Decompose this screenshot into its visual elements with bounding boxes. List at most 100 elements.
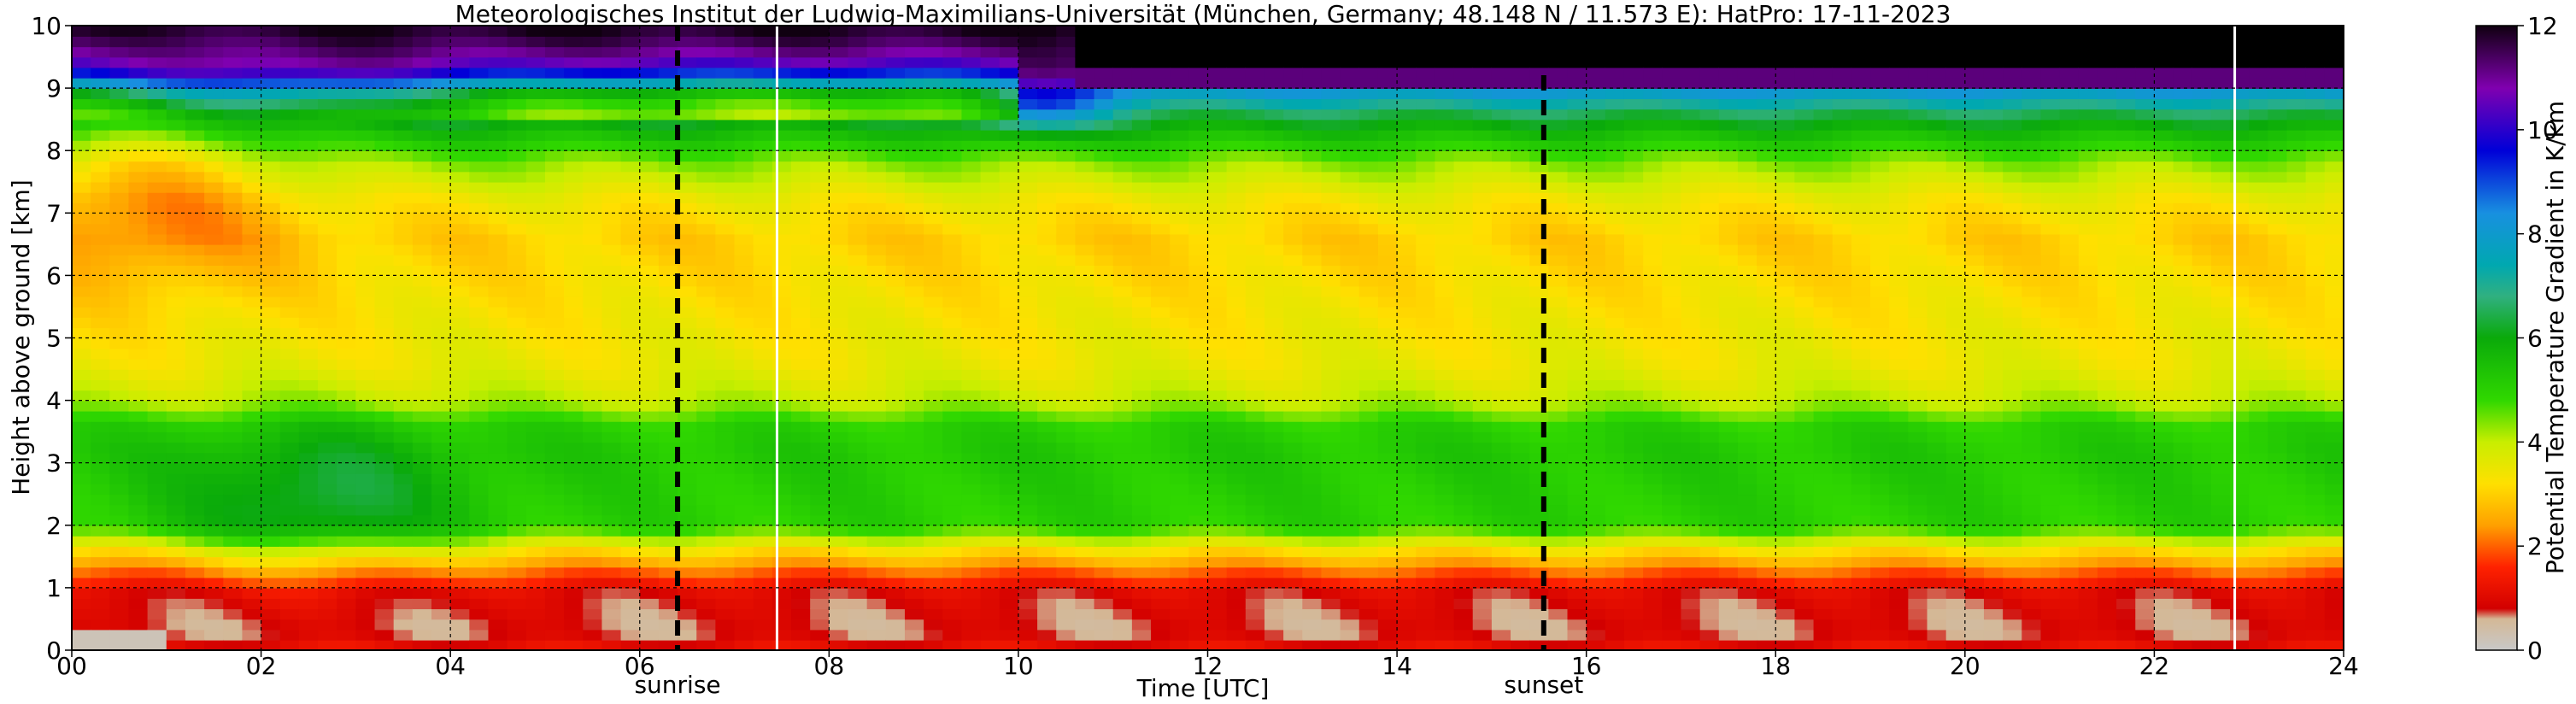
- heatmap-cell: [583, 306, 603, 318]
- heatmap-cell: [1188, 233, 1209, 245]
- heatmap-cell: [374, 462, 395, 474]
- heatmap-cell: [242, 535, 262, 547]
- heatmap-cell: [678, 129, 698, 141]
- heatmap-cell: [772, 472, 792, 484]
- heatmap-cell: [1472, 223, 1493, 235]
- heatmap-cell: [1245, 337, 1265, 349]
- heatmap-cell: [1283, 119, 1304, 131]
- heatmap-cell: [261, 337, 281, 349]
- heatmap-cell: [678, 546, 698, 558]
- heatmap-cell: [507, 171, 527, 183]
- heatmap-cell: [1453, 296, 1474, 308]
- heatmap-cell: [620, 598, 641, 610]
- heatmap-cell: [564, 161, 584, 173]
- heatmap-cell: [109, 161, 130, 173]
- heatmap-cell: [128, 191, 149, 203]
- heatmap-cell: [885, 88, 906, 100]
- heatmap-cell: [904, 243, 924, 255]
- heatmap-cell: [601, 36, 622, 48]
- heatmap-cell: [1397, 462, 1417, 474]
- heatmap-cell: [904, 608, 924, 620]
- heatmap-cell: [1075, 306, 1095, 318]
- heatmap-cell: [715, 46, 736, 58]
- heatmap-cell: [639, 109, 660, 120]
- heatmap-cell: [1567, 213, 1587, 225]
- heatmap-cell: [91, 26, 111, 37]
- heatmap-cell: [298, 161, 319, 173]
- heatmap-cell: [942, 223, 963, 235]
- heatmap-cell: [318, 77, 338, 89]
- heatmap-cell: [185, 119, 205, 131]
- heatmap-cell: [848, 504, 868, 516]
- heatmap-cell: [696, 598, 717, 610]
- heatmap-cell: [678, 566, 698, 578]
- heatmap-cell: [1321, 317, 1341, 329]
- heatmap-cell: [1037, 390, 1058, 402]
- heatmap-cell: [848, 98, 868, 110]
- heatmap-cell: [961, 255, 982, 267]
- heatmap-cell: [185, 317, 205, 329]
- heatmap-cell: [1586, 98, 1606, 110]
- heatmap-cell: [147, 484, 167, 496]
- heatmap-cell: [734, 379, 754, 391]
- heatmap-cell: [564, 243, 584, 255]
- heatmap-cell: [525, 484, 546, 496]
- heatmap-cell: [1548, 243, 1569, 255]
- heatmap-cell: [961, 129, 982, 141]
- heatmap-cell: [583, 150, 603, 162]
- heatmap-cell: [753, 379, 773, 391]
- heatmap-cell: [279, 504, 300, 516]
- heatmap-cell: [544, 420, 565, 432]
- heatmap-cell: [1056, 452, 1077, 464]
- heatmap-cell: [999, 504, 1019, 516]
- heatmap-cell: [1511, 202, 1530, 214]
- heatmap-cell: [72, 410, 91, 422]
- heatmap-cell: [298, 317, 319, 329]
- heatmap-cell: [980, 98, 1000, 110]
- heatmap-cell: [337, 598, 357, 610]
- heatmap-cell: [166, 587, 186, 599]
- heatmap-cell: [924, 161, 944, 173]
- heatmap-cell: [1472, 327, 1493, 339]
- heatmap-cell: [450, 587, 471, 599]
- heatmap-cell: [147, 431, 167, 443]
- heatmap-cell: [1340, 56, 1360, 68]
- heatmap-cell: [1283, 161, 1304, 173]
- heatmap-cell: [91, 46, 111, 58]
- heatmap-cell: [1264, 275, 1284, 287]
- heatmap-cell: [1094, 161, 1114, 173]
- heatmap-cell: [1548, 285, 1569, 297]
- heatmap-cell: [1075, 233, 1095, 245]
- heatmap-cell: [166, 223, 186, 235]
- heatmap-cell: [1340, 317, 1360, 329]
- heatmap-cell: [810, 462, 830, 474]
- heatmap-cell: [1056, 587, 1077, 599]
- heatmap-cell: [318, 67, 338, 79]
- heatmap-cell: [942, 67, 963, 79]
- heatmap-cell: [1511, 109, 1530, 120]
- heatmap-cell: [242, 327, 262, 339]
- heatmap-cell: [72, 119, 91, 131]
- heatmap-cell: [810, 452, 830, 464]
- heatmap-cell: [885, 400, 906, 412]
- heatmap-cell: [696, 275, 717, 287]
- heatmap-cell: [1511, 577, 1530, 589]
- heatmap-cell: [544, 358, 565, 370]
- heatmap-cell: [1491, 181, 1511, 193]
- heatmap-cell: [469, 26, 490, 37]
- heatmap-cell: [204, 150, 225, 162]
- heatmap-cell: [942, 535, 963, 547]
- heatmap-cell: [374, 577, 395, 589]
- heatmap-cell: [393, 317, 414, 329]
- heatmap-cell: [1226, 161, 1247, 173]
- heatmap-cell: [318, 337, 338, 349]
- heatmap-cell: [1416, 358, 1436, 370]
- heatmap-cell: [261, 140, 281, 151]
- heatmap-cell: [1302, 317, 1323, 329]
- heatmap-cell: [261, 452, 281, 464]
- heatmap-cell: [1170, 88, 1190, 100]
- heatmap-cell: [772, 348, 792, 360]
- heatmap-cell: [848, 431, 868, 443]
- heatmap-cell: [715, 420, 736, 432]
- heatmap-cell: [1623, 472, 1644, 484]
